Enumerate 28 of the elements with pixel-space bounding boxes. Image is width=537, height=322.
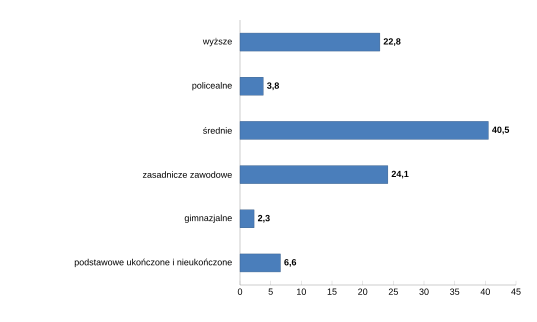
x-tick-label: 10 <box>297 288 306 295</box>
x-tick-label: 20 <box>358 288 368 295</box>
data-label: 22,8 <box>384 38 401 46</box>
bar <box>240 254 281 272</box>
x-tick-label: 5 <box>268 288 273 295</box>
data-label: 3,8 <box>267 82 280 90</box>
data-label: 6,6 <box>284 259 296 267</box>
x-tick-label: 30 <box>419 288 429 295</box>
y-tick-label: wyższe <box>202 38 232 46</box>
x-tick-label: 0 <box>238 288 242 295</box>
x-tick-label: 35 <box>450 288 460 295</box>
data-label: 24,1 <box>392 170 409 178</box>
data-label: 40,5 <box>492 126 510 134</box>
y-tick-label: policealne <box>192 82 232 90</box>
y-tick-label: średnie <box>203 127 232 134</box>
bar <box>240 165 388 184</box>
data-label: 2,3 <box>258 214 270 223</box>
x-tick-label: 25 <box>388 288 398 295</box>
x-tick-label: 45 <box>511 288 521 295</box>
bar <box>240 32 380 52</box>
y-tick-label: podstawowe ukończone i nieukończone <box>74 258 232 268</box>
bar <box>240 210 254 228</box>
bar <box>240 121 489 140</box>
bar <box>240 77 264 96</box>
x-tick-label: 40 <box>480 288 490 295</box>
y-tick-label: gimnazjalne <box>184 214 232 223</box>
x-tick-label: 15 <box>328 288 337 295</box>
y-tick-label: zasadnicze zawodowe <box>142 171 232 178</box>
